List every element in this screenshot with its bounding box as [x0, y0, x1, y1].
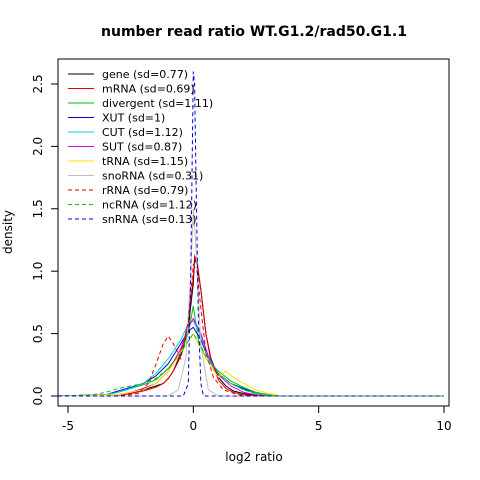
legend-label-9: ncRNA (sd=1.12)	[102, 199, 197, 212]
x-axis: -5 0 5 10	[62, 405, 452, 433]
series-line-4	[57, 320, 444, 397]
series-line-9	[57, 332, 444, 397]
x-tick-label: -5	[62, 419, 74, 433]
legend-label-0: gene (sd=0.77)	[102, 68, 188, 81]
chart-title: number read ratio WT.G1.2/rad50.G1.1	[101, 24, 407, 40]
legend-label-2: divergent (sd=1.11)	[102, 97, 213, 110]
series-line-3	[57, 326, 444, 397]
y-axis-label: density	[1, 210, 15, 254]
legend-label-4: CUT (sd=1.12)	[102, 126, 183, 139]
series-line-6	[57, 332, 444, 397]
legend: gene (sd=0.77) mRNA (sd=0.69)divergent (s…	[68, 68, 213, 226]
series-line-5	[57, 317, 444, 397]
x-tick-label: 10	[436, 419, 451, 433]
x-axis-label: log2 ratio	[225, 450, 282, 464]
series-line-10	[58, 71, 444, 397]
series-line-1	[57, 254, 444, 397]
series-line-7	[58, 208, 444, 397]
legend-label-5: SUT (sd=0.87)	[102, 141, 182, 154]
legend-label-7: snoRNA (sd=0.31)	[102, 170, 203, 183]
y-tick-label: 0.5	[31, 324, 45, 343]
legend-label-3: XUT (sd=1)	[102, 112, 165, 125]
series-line-2	[57, 306, 444, 397]
y-axis: 0.0 0.5 1.0 1.5 2.0 2.5	[31, 74, 59, 406]
legend-label-8: rRNA (sd=0.79)	[102, 184, 188, 197]
legend-label-1: mRNA (sd=0.69)	[102, 83, 195, 96]
series-line-0	[57, 258, 444, 397]
legend-label-6: tRNA (sd=1.15)	[102, 155, 188, 168]
y-tick-label: 2.0	[31, 137, 45, 156]
y-tick-label: 1.5	[31, 199, 45, 218]
y-tick-label: 0.0	[31, 386, 45, 405]
series-line-8	[58, 263, 444, 397]
legend-label-10: snRNA (sd=0.13)	[102, 213, 197, 226]
y-tick-label: 2.5	[31, 74, 45, 93]
x-tick-label: 0	[190, 419, 198, 433]
y-tick-label: 1.0	[31, 262, 45, 281]
series-layer	[57, 71, 444, 397]
x-tick-label: 5	[315, 419, 323, 433]
